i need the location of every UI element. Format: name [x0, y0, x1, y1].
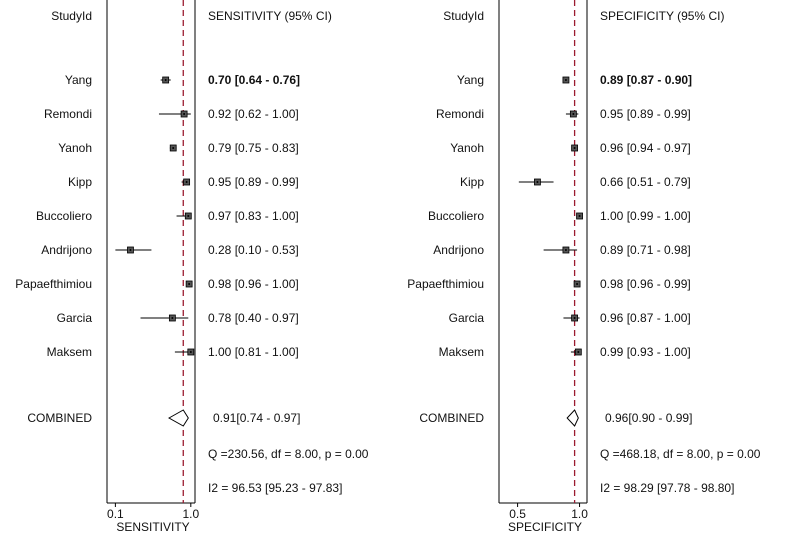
study-name: Buccoliero [428, 209, 484, 223]
header-estimate-ci: SPECIFICITY (95% CI) [600, 9, 724, 23]
x-tick-label: 1.0 [182, 507, 199, 521]
point-estimate-dot [185, 181, 188, 183]
combined-estimate-label: 0.91[0.74 - 0.97] [213, 411, 300, 425]
study-name: Maksem [47, 345, 92, 359]
point-estimate-dot [188, 283, 191, 285]
estimate-ci-label: 0.70 [0.64 - 0.76] [208, 73, 300, 87]
estimate-ci-label: 0.95 [0.89 - 0.99] [208, 175, 299, 189]
header-study-id: StudyId [443, 9, 484, 23]
estimate-ci-label: 0.96 [0.87 - 1.00] [600, 311, 691, 325]
point-estimate-dot [564, 79, 567, 81]
heterogeneity-q: Q =230.56, df = 8.00, p = 0.00 [208, 447, 369, 461]
study-name: Andrijono [433, 243, 484, 257]
point-estimate-dot [536, 181, 539, 183]
estimate-ci-label: 0.95 [0.89 - 0.99] [600, 107, 691, 121]
point-estimate-dot [172, 147, 175, 149]
combined-diamond [167, 409, 189, 427]
combined-label: COMBINED [27, 411, 92, 425]
x-axis-label: SPECIFICITY [508, 520, 582, 534]
point-estimate-dot [171, 317, 174, 319]
estimate-ci-label: 0.99 [0.93 - 1.00] [600, 345, 691, 359]
study-name: Yang [65, 73, 92, 87]
estimate-ci-label: 0.89 [0.71 - 0.98] [600, 243, 691, 257]
point-estimate-dot [577, 351, 580, 353]
heterogeneity-i2: I2 = 98.29 [97.78 - 98.80] [600, 481, 734, 495]
point-estimate-dot [572, 113, 575, 115]
estimate-ci-label: 1.00 [0.99 - 1.00] [600, 209, 691, 223]
study-name: Remondi [44, 107, 92, 121]
estimate-ci-label: 0.79 [0.75 - 0.83] [208, 141, 299, 155]
study-name: Garcia [449, 311, 485, 325]
study-name: Yanoh [450, 141, 484, 155]
point-estimate-dot [573, 147, 576, 149]
x-tick-label: 1.0 [571, 507, 588, 521]
point-estimate-dot [164, 79, 167, 81]
study-name: Maksem [439, 345, 484, 359]
point-estimate-dot [129, 249, 132, 251]
heterogeneity-i2: I2 = 96.53 [95.23 - 97.83] [208, 481, 342, 495]
combined-estimate-label: 0.96[0.90 - 0.99] [605, 411, 692, 425]
x-axis-label: SENSITIVITY [116, 520, 189, 534]
study-name: Papaefthimiou [407, 277, 484, 291]
study-name: Garcia [57, 311, 93, 325]
study-name: Yanoh [58, 141, 92, 155]
estimate-ci-label: 0.28 [0.10 - 0.53] [208, 243, 299, 257]
estimate-ci-label: 0.98 [0.96 - 1.00] [208, 277, 299, 291]
combined-diamond [566, 409, 579, 427]
study-name: Buccoliero [36, 209, 92, 223]
study-name: Kipp [68, 175, 92, 189]
point-estimate-dot [578, 215, 581, 217]
point-estimate-dot [187, 215, 190, 217]
point-estimate-dot [183, 113, 186, 115]
estimate-ci-label: 0.97 [0.83 - 1.00] [208, 209, 299, 223]
estimate-ci-label: 0.92 [0.62 - 1.00] [208, 107, 299, 121]
x-tick-label: 0.1 [107, 507, 124, 521]
study-name: Yang [457, 73, 484, 87]
point-estimate-dot [189, 351, 192, 353]
estimate-ci-label: 1.00 [0.81 - 1.00] [208, 345, 299, 359]
heterogeneity-q: Q =468.18, df = 8.00, p = 0.00 [600, 447, 761, 461]
header-estimate-ci: SENSITIVITY (95% CI) [208, 9, 332, 23]
combined-label: COMBINED [419, 411, 484, 425]
study-name: Papaefthimiou [15, 277, 92, 291]
study-name: Kipp [460, 175, 484, 189]
estimate-ci-label: 0.98 [0.96 - 0.99] [600, 277, 691, 291]
point-estimate-dot [576, 283, 579, 285]
estimate-ci-label: 0.78 [0.40 - 0.97] [208, 311, 299, 325]
point-estimate-dot [573, 317, 576, 319]
point-estimate-dot [564, 249, 567, 251]
estimate-ci-label: 0.89 [0.87 - 0.90] [600, 73, 692, 87]
estimate-ci-label: 0.96 [0.94 - 0.97] [600, 141, 691, 155]
header-study-id: StudyId [51, 9, 92, 23]
x-tick-label: 0.5 [509, 507, 526, 521]
estimate-ci-label: 0.66 [0.51 - 0.79] [600, 175, 691, 189]
study-name: Andrijono [41, 243, 92, 257]
study-name: Remondi [436, 107, 484, 121]
